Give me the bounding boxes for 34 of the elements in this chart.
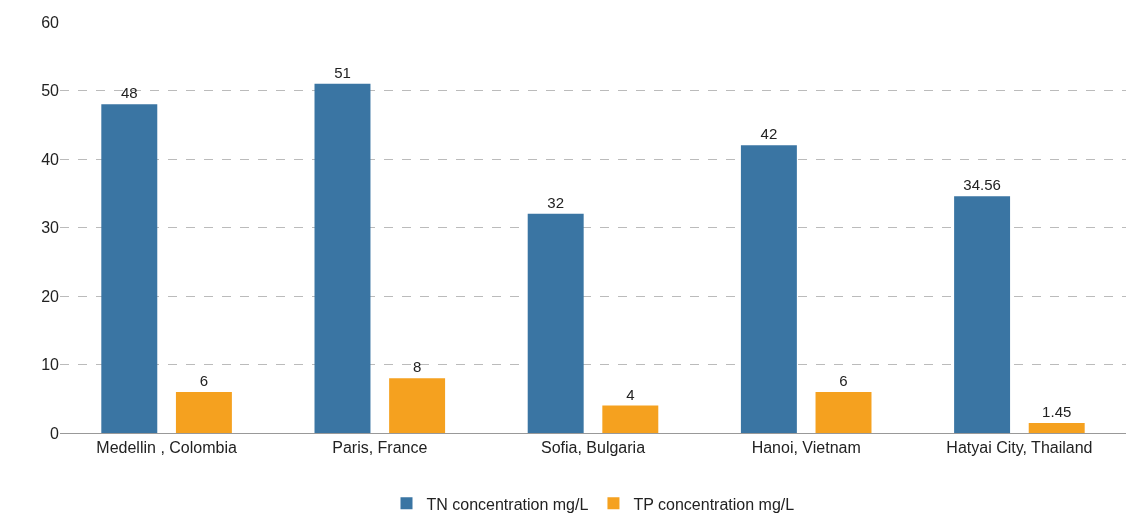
y-tick-label: 50: [41, 82, 60, 100]
y-tick-label: 40: [41, 150, 60, 168]
x-tick-label: Paris, France: [332, 439, 428, 457]
bar: [1028, 423, 1085, 433]
y-tick-label: 10: [41, 356, 60, 374]
y-tick-label: 0: [50, 424, 60, 442]
bar: [314, 83, 371, 433]
data-label: 48: [120, 84, 138, 102]
bar: [101, 104, 158, 433]
bar: [954, 196, 1011, 433]
data-label: 6: [199, 371, 209, 389]
bar: [175, 391, 232, 433]
bar: [389, 378, 446, 433]
data-label: 32: [547, 193, 565, 211]
data-label: 1.45: [1042, 403, 1072, 421]
data-label: 8: [412, 358, 422, 376]
data-label: 51: [334, 63, 351, 81]
bar: [740, 145, 797, 433]
bar: [815, 391, 872, 433]
y-tick-label: 60: [41, 13, 60, 31]
x-tick-label: Hanoi, Vietnam: [751, 439, 861, 457]
x-tick-label: Sofia, Bulgaria: [540, 439, 646, 457]
data-label: 42: [760, 125, 778, 143]
data-label: 6: [839, 371, 848, 389]
legend-label: TP concentration mg/L: [633, 495, 795, 513]
data-label: 34.56: [963, 176, 1001, 194]
y-tick-label: 30: [41, 219, 60, 237]
legend-label: TN concentration mg/L: [426, 495, 589, 513]
bar: [602, 405, 659, 433]
y-tick-label: 20: [41, 287, 60, 305]
x-tick-label: Medellin , Colombia: [96, 439, 237, 457]
bar: [527, 213, 584, 433]
x-tick-label: Hatyai City, Thailand: [946, 439, 1093, 457]
data-label: 4: [626, 385, 635, 403]
